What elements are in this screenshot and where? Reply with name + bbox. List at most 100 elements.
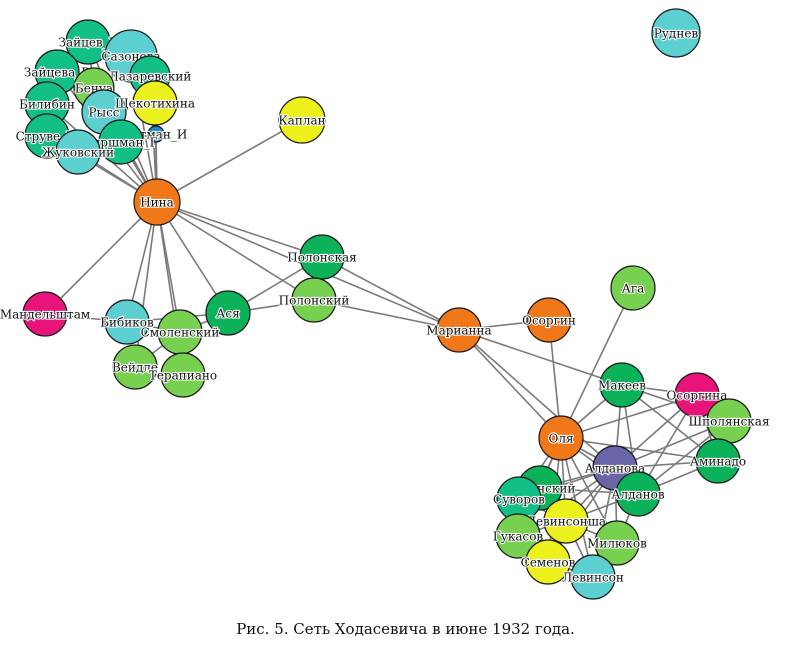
node-label: Марианна [426, 324, 491, 338]
edge [156, 201, 315, 301]
node-алданов: Алданов [610, 471, 666, 517]
node-label: Гиршман_Г [84, 136, 157, 150]
edge [458, 329, 616, 469]
node-circle [695, 438, 741, 484]
node-левинсонша: Левинсонша [525, 498, 607, 544]
node-circle [525, 539, 571, 585]
node-label: Ася [216, 307, 239, 321]
node-ага: Ага [610, 265, 656, 311]
node-мандельштам: Мандельштам [0, 291, 91, 337]
nodes-layer: РудневНинаКапланЗайцев_БСазоноваЗайцева_… [0, 8, 771, 600]
node-circle [526, 297, 572, 343]
node-label: Зайцев_Б [58, 36, 117, 50]
node-label: Щекотихина [115, 97, 195, 111]
node-label: Алданов [611, 488, 664, 502]
node-билибин: Билибин [18, 81, 76, 127]
node-label: Суворов [493, 493, 545, 507]
node-circle [98, 119, 144, 165]
node-label: Терапиано [149, 369, 217, 383]
node-гукасов: Гукасов [492, 513, 545, 559]
node-circle [22, 291, 68, 337]
node-аминадо: Аминадо [689, 438, 747, 484]
node-circle [133, 178, 181, 226]
node-полонская: Полонская [286, 234, 358, 280]
node-circle [495, 513, 541, 559]
edge [321, 256, 460, 331]
node-circle [538, 415, 584, 461]
node-гиршман-г: Гиршман_Г [83, 119, 159, 165]
node-circle [205, 290, 251, 336]
node-нина: Нина [133, 178, 181, 226]
node-терапиано: Терапиано [148, 352, 218, 398]
node-левинсон: Левинсон [561, 554, 625, 600]
node-label: Милюков [587, 537, 647, 551]
node-label: Нина [140, 196, 174, 210]
node-label: Осоргин [522, 314, 576, 328]
edge [156, 201, 323, 258]
node-макеев: Макеев [597, 362, 647, 408]
node-label: Зайцева_В [24, 66, 90, 80]
node-label: Левинсон [562, 571, 624, 585]
node-label: Оля [548, 432, 573, 446]
edge [134, 201, 158, 368]
node-circle [291, 277, 337, 323]
node-label: Полонская [287, 251, 356, 265]
node-label: Алданова [585, 462, 645, 476]
edge [560, 437, 719, 462]
node-label: Полонский [279, 294, 350, 308]
node-label: Макеев [598, 379, 646, 393]
node-label: Гукасов [493, 530, 544, 544]
node-суворов: Суворов [492, 476, 546, 522]
node-circle [594, 520, 640, 566]
node-label: Шполянская [688, 415, 769, 429]
node-семенов: Семенов [520, 539, 577, 585]
node-label: Жуковский [42, 146, 114, 160]
node-label: Бибиков [100, 316, 154, 330]
node-марианна: Марианна [425, 307, 493, 353]
node-circle [112, 344, 158, 390]
node-полонский: Полонский [278, 277, 350, 323]
edge [44, 201, 158, 315]
node-label: Лазаревский [109, 70, 192, 84]
figure-caption: Рис. 5. Сеть Ходасевича в июне 1932 года… [236, 620, 575, 638]
node-оля: Оля [538, 415, 584, 461]
node-лазаревский: Лазаревский [108, 55, 192, 97]
node-каплан: Каплан [277, 96, 327, 144]
node-circle [651, 8, 701, 58]
node-circle [674, 372, 720, 418]
node-label: Ага [622, 282, 645, 296]
node-circle [104, 299, 150, 345]
node-руднев: Руднев [651, 8, 701, 58]
node-label: Аминадо [690, 455, 746, 469]
edge [458, 329, 562, 439]
node-милюков: Милюков [586, 520, 648, 566]
edge [560, 287, 634, 439]
node-осоргин: Осоргин [521, 297, 577, 343]
node-circle [132, 80, 178, 126]
node-label: Смоленский [141, 326, 220, 340]
node-label: Левинсонша [526, 515, 606, 529]
edge [156, 119, 303, 203]
node-circle [615, 471, 661, 517]
node-circle [160, 352, 206, 398]
node-осоргина: Осоргина [665, 372, 729, 418]
edge [560, 394, 698, 439]
node-щекотихина: Щекотихина [114, 80, 196, 126]
node-circle [147, 125, 165, 143]
node-label: Рысс [88, 106, 119, 120]
node-label: Осоргина [667, 389, 728, 403]
node-circle [610, 265, 656, 311]
network-graph: РудневНинаКапланЗайцев_БСазоноваЗайцева_… [0, 8, 771, 600]
node-circle [55, 129, 101, 175]
node-вейдле: Вейдле [111, 344, 159, 390]
node-ася: Ася [205, 290, 251, 336]
edge [458, 329, 623, 386]
node-label: Каплан [278, 114, 325, 128]
node-label: Семенов [521, 556, 576, 570]
node-circle [436, 307, 482, 353]
node-label: Вейдле [112, 361, 158, 375]
node-circle [278, 96, 326, 144]
node-circle [543, 498, 589, 544]
node-смоленский: Смоленский [140, 309, 220, 355]
node-label: Билибин [19, 98, 75, 112]
